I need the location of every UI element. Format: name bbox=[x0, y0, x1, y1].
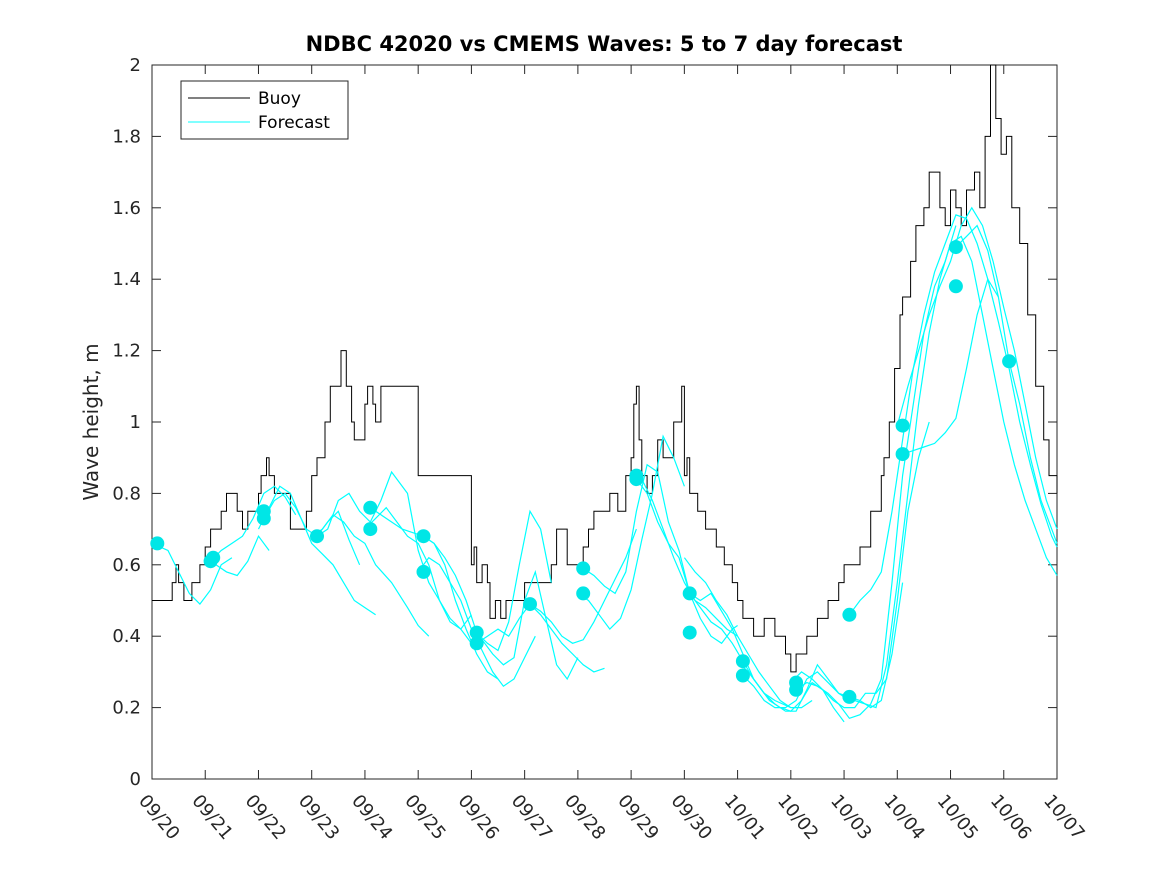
forecast-start-marker bbox=[256, 504, 271, 519]
forecast-start-marker bbox=[363, 522, 378, 537]
forecast-series-line bbox=[311, 513, 430, 637]
forecast-start-marker bbox=[469, 636, 484, 651]
forecast-series-line bbox=[210, 485, 297, 562]
forecast-start-marker bbox=[629, 468, 644, 483]
y-tick-label: 0 bbox=[130, 769, 141, 790]
x-tick-label: 09/26 bbox=[454, 791, 503, 844]
legend-box bbox=[180, 80, 349, 140]
plot-area bbox=[151, 64, 1058, 780]
forecast-series-line bbox=[630, 471, 738, 637]
forecast-series-line bbox=[848, 214, 1058, 616]
forecast-series-line bbox=[790, 421, 930, 709]
forecast-series-line bbox=[737, 660, 845, 723]
y-tick-label: 1.4 bbox=[112, 269, 141, 290]
forecast-series-line bbox=[689, 593, 850, 712]
x-tick-label: 09/20 bbox=[134, 791, 183, 844]
x-tick-label: 09/21 bbox=[187, 791, 236, 844]
x-tick-label: 10/04 bbox=[879, 791, 928, 844]
forecast-start-marker bbox=[576, 561, 591, 576]
forecast-series-line bbox=[742, 582, 904, 709]
y-tick-label: 0.4 bbox=[112, 626, 141, 647]
forecast-start-marker bbox=[895, 447, 910, 462]
forecast-start-marker bbox=[206, 550, 221, 565]
forecast-start-marker bbox=[789, 675, 804, 690]
x-tick-label: 10/01 bbox=[720, 791, 769, 844]
forecast-start-marker bbox=[150, 536, 165, 551]
x-tick-label: 10/07 bbox=[1039, 791, 1088, 844]
x-tick-label: 09/25 bbox=[400, 791, 449, 844]
forecast-start-marker bbox=[416, 529, 431, 544]
forecast-series-line bbox=[902, 277, 999, 455]
x-tick-label: 09/29 bbox=[613, 791, 662, 844]
x-tick-label: 09/30 bbox=[667, 791, 716, 844]
forecast-start-marker bbox=[576, 586, 591, 601]
y-tick-label: 1 bbox=[130, 412, 141, 433]
plot-series bbox=[150, 64, 1058, 723]
y-axis-label: Wave height, m bbox=[79, 343, 103, 500]
y-tick-label: 1.8 bbox=[112, 126, 141, 147]
y-tick-label: 0.8 bbox=[112, 483, 141, 504]
x-tick-label: 10/03 bbox=[826, 791, 875, 844]
forecast-series-line bbox=[151, 542, 233, 606]
forecast-start-marker bbox=[363, 500, 378, 515]
forecast-start-marker bbox=[842, 607, 857, 622]
forecast-series-line bbox=[683, 557, 813, 709]
y-tick-label: 1.6 bbox=[112, 198, 141, 219]
forecast-start-marker bbox=[523, 597, 537, 612]
forecast-start-marker bbox=[948, 279, 963, 294]
forecast-series-line bbox=[316, 470, 472, 644]
x-tick-label: 09/24 bbox=[347, 791, 396, 844]
forecast-series-line bbox=[896, 206, 1058, 530]
forecast-series-line bbox=[364, 506, 472, 630]
x-tick-label: 09/28 bbox=[560, 791, 609, 844]
legend-label-forecast: Forecast bbox=[258, 113, 330, 133]
y-tick-label: 0.2 bbox=[112, 698, 141, 719]
forecast-series-line bbox=[529, 528, 637, 644]
x-tick-label: 10/05 bbox=[933, 791, 982, 844]
forecast-series-line bbox=[582, 463, 738, 645]
x-tick-label: 10/02 bbox=[773, 791, 822, 844]
forecast-start-marker bbox=[469, 625, 484, 640]
forecast-series-line bbox=[257, 485, 376, 616]
y-axis: 0 0.2 0.4 0.6 0.8 1 1.2 1.4 1.6 1.8 2 bbox=[112, 55, 1057, 790]
forecast-start-marker bbox=[310, 529, 324, 544]
legend-label-buoy: Buoy bbox=[258, 89, 301, 109]
x-tick-label: 09/22 bbox=[241, 791, 290, 844]
chart-title: NDBC 42020 vs CMEMS Waves: 5 to 7 day fo… bbox=[306, 32, 903, 56]
x-tick-label: 09/23 bbox=[294, 791, 343, 844]
forecast-start-marker bbox=[895, 418, 910, 433]
y-tick-label: 0.6 bbox=[112, 555, 141, 576]
legend: Buoy Forecast bbox=[180, 80, 349, 140]
forecast-series-line bbox=[795, 225, 957, 720]
forecast-series-line bbox=[423, 509, 552, 652]
forecast-start-marker bbox=[682, 625, 697, 640]
y-tick-label: 1.2 bbox=[112, 341, 141, 362]
forecast-start-marker bbox=[1002, 354, 1017, 369]
y-tick-label: 2 bbox=[130, 55, 141, 76]
x-tick-label: 10/06 bbox=[986, 791, 1035, 844]
forecast-series-line bbox=[577, 434, 685, 631]
forecast-start-marker bbox=[735, 654, 750, 669]
forecast-start-marker bbox=[682, 586, 697, 601]
forecast-start-marker bbox=[735, 668, 750, 683]
forecast-start-marker bbox=[842, 689, 857, 704]
forecast-series-line bbox=[476, 603, 605, 673]
forecast-start-marker bbox=[416, 564, 431, 579]
forecast-start-marker bbox=[948, 240, 963, 255]
x-tick-label: 09/27 bbox=[507, 791, 556, 844]
